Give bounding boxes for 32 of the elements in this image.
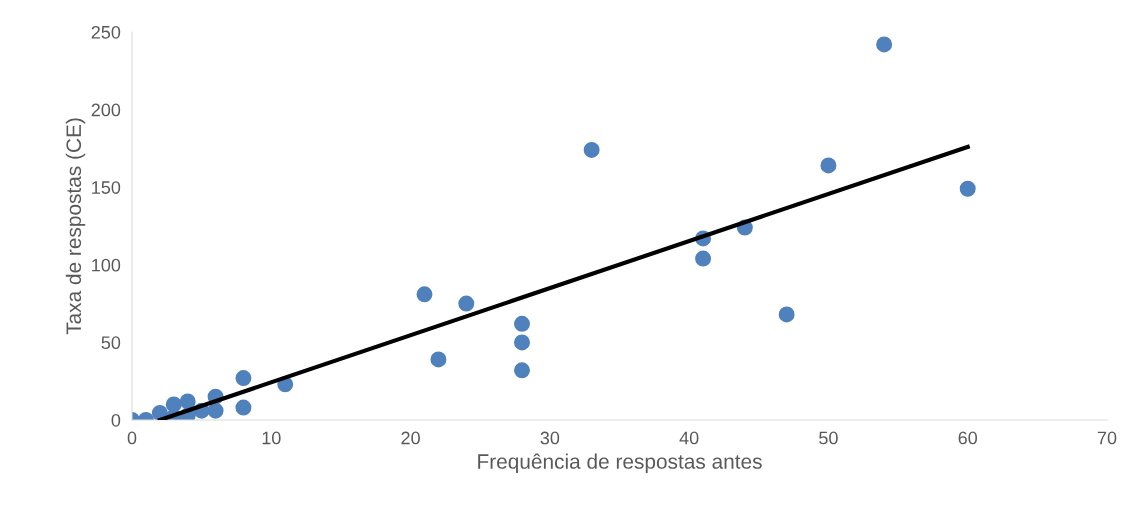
x-tick-label: 10 <box>262 431 281 445</box>
point <box>235 370 252 387</box>
y-tick-label: 50 <box>101 336 121 350</box>
point <box>876 36 893 53</box>
point <box>514 334 530 351</box>
y-tick-label: 150 <box>92 181 121 194</box>
y-tick-label: 0 <box>111 413 121 427</box>
y-axis-title: Taxa de respostas (CE) <box>65 118 86 335</box>
x-axis-title: Frequência de respostas antes <box>478 453 762 473</box>
point <box>416 286 433 303</box>
x-tick-label: 60 <box>958 431 978 445</box>
x-tick-label: 70 <box>1097 431 1117 445</box>
point <box>959 180 976 197</box>
point <box>778 306 795 323</box>
x-tick-label: 20 <box>401 431 420 445</box>
point <box>514 315 530 332</box>
x-tick-label: 30 <box>540 431 560 445</box>
point <box>430 351 447 368</box>
y-tick-label: 200 <box>91 103 121 117</box>
point <box>235 399 252 416</box>
point <box>458 295 475 312</box>
point <box>514 362 530 379</box>
point <box>583 141 600 158</box>
point <box>695 250 712 267</box>
point <box>820 157 837 174</box>
y-tick-label: 100 <box>92 258 121 272</box>
x-tick-label: 50 <box>819 431 838 445</box>
y-tick-label: 250 <box>91 25 121 39</box>
point <box>179 393 196 410</box>
x-tick-label: 0 <box>127 431 137 445</box>
x-tick-label: 40 <box>679 431 699 445</box>
point <box>207 402 224 419</box>
